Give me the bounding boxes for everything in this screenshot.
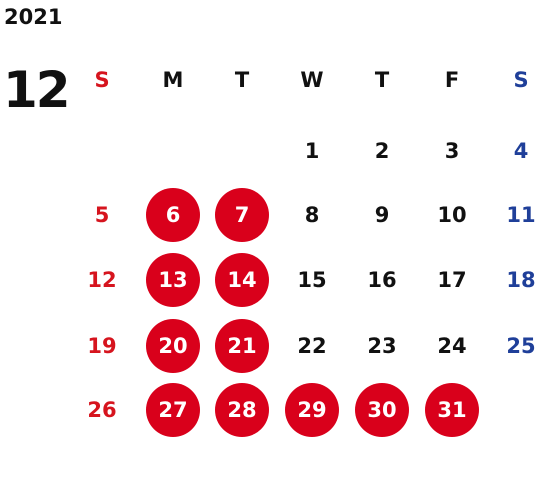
calendar-day-6[interactable]: 6 [146, 188, 200, 242]
calendar-day-21[interactable]: 21 [215, 319, 269, 373]
calendar-day-17[interactable]: 17 [437, 268, 467, 292]
calendar-day-25[interactable]: 25 [506, 334, 536, 358]
weekday-header-sat: S [513, 68, 529, 92]
weekday-header-tue: T [234, 68, 250, 92]
calendar-day-18[interactable]: 18 [506, 268, 536, 292]
calendar-day-1[interactable]: 1 [304, 139, 320, 163]
calendar-day-13[interactable]: 13 [146, 253, 200, 307]
calendar-day-23[interactable]: 23 [367, 334, 397, 358]
calendar-day-2[interactable]: 2 [374, 139, 390, 163]
calendar-day-9[interactable]: 9 [374, 203, 390, 227]
calendar-day-3[interactable]: 3 [444, 139, 460, 163]
calendar-day-28[interactable]: 28 [215, 383, 269, 437]
weekday-header-thu: T [374, 68, 390, 92]
calendar-day-29[interactable]: 29 [285, 383, 339, 437]
calendar-day-22[interactable]: 22 [297, 334, 327, 358]
calendar-day-31[interactable]: 31 [425, 383, 479, 437]
calendar-day-14[interactable]: 14 [215, 253, 269, 307]
year-label: 2021 [4, 5, 63, 29]
calendar-day-12[interactable]: 12 [87, 268, 117, 292]
weekday-header-fri: F [444, 68, 460, 92]
calendar-day-30[interactable]: 30 [355, 383, 409, 437]
calendar-day-5[interactable]: 5 [94, 203, 110, 227]
weekday-header-wed: W [300, 68, 324, 92]
calendar-day-15[interactable]: 15 [297, 268, 327, 292]
calendar-day-26[interactable]: 26 [87, 398, 117, 422]
calendar-day-8[interactable]: 8 [304, 203, 320, 227]
calendar-day-7[interactable]: 7 [215, 188, 269, 242]
calendar-day-11[interactable]: 11 [506, 203, 536, 227]
calendar-day-24[interactable]: 24 [437, 334, 467, 358]
month-number: 12 [3, 61, 71, 119]
calendar-day-16[interactable]: 16 [367, 268, 397, 292]
weekday-header-sun: S [94, 68, 110, 92]
weekday-header-mon: M [162, 68, 184, 92]
calendar-day-19[interactable]: 19 [87, 334, 117, 358]
calendar-day-10[interactable]: 10 [437, 203, 467, 227]
calendar-day-20[interactable]: 20 [146, 319, 200, 373]
calendar-day-27[interactable]: 27 [146, 383, 200, 437]
calendar-day-4[interactable]: 4 [513, 139, 529, 163]
